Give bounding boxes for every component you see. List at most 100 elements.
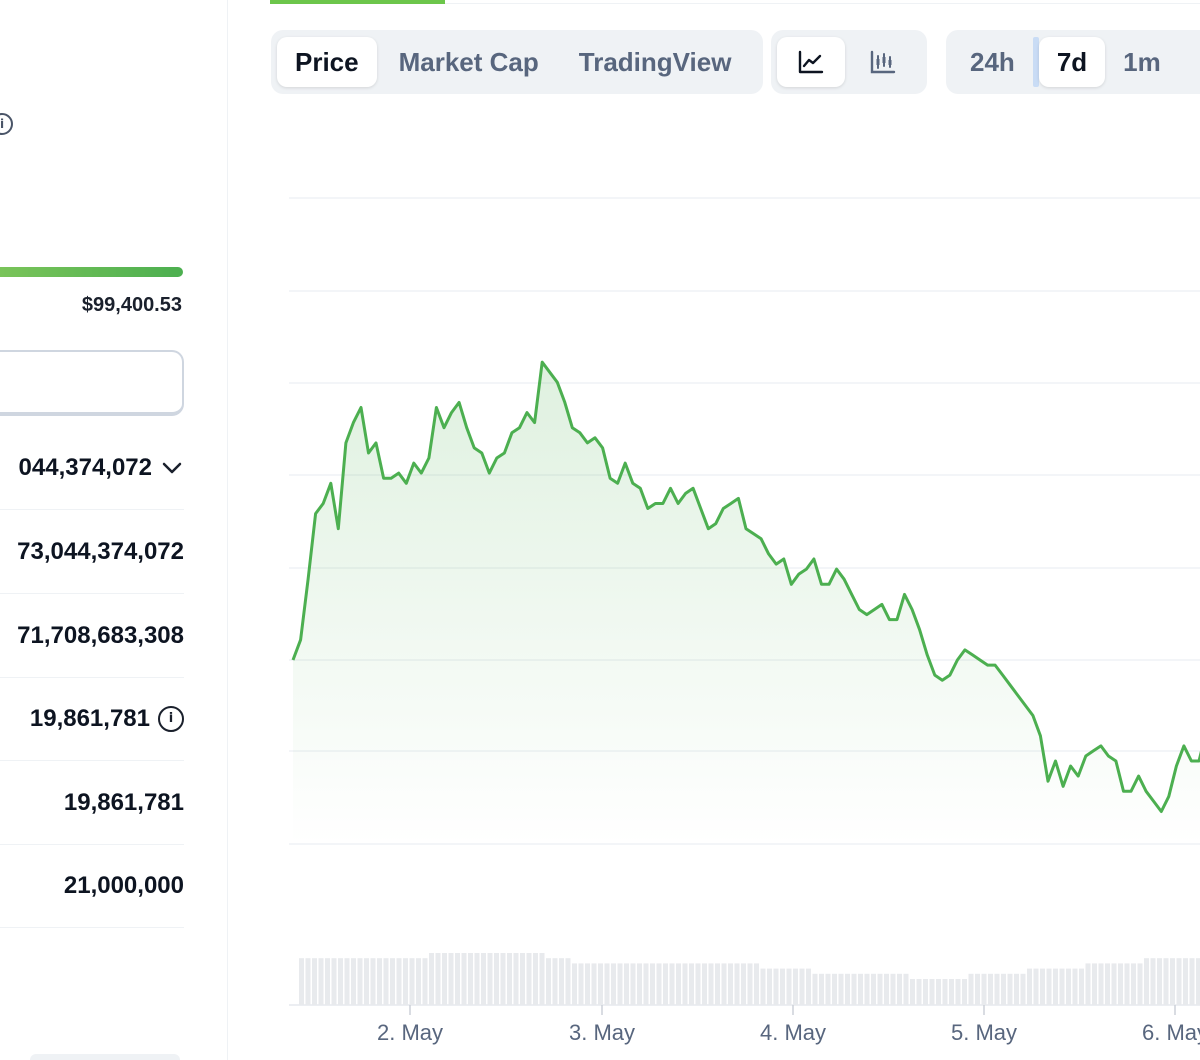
volume-bar: [351, 958, 356, 1005]
range-7d[interactable]: 7d: [1038, 37, 1106, 87]
volume-bar: [676, 963, 681, 1005]
volume-bar: [1085, 963, 1091, 1005]
chart-view-toggle: [771, 30, 927, 94]
converter-input[interactable]: [0, 350, 184, 416]
volume-bar: [325, 958, 330, 1005]
volume-bar: [669, 963, 675, 1005]
volume-bar: [299, 958, 304, 1005]
volume-bar: [409, 958, 415, 1005]
volume-bar: [825, 973, 831, 1005]
volume-bar: [364, 958, 369, 1005]
volume-bar: [526, 953, 532, 1005]
volume-bar: [637, 963, 642, 1005]
volume-bar: [975, 973, 980, 1005]
x-tick-label: 6. May: [1142, 1020, 1200, 1045]
volume-bar: [819, 973, 824, 1005]
volume-bar: [962, 979, 967, 1005]
volume-bar: [318, 958, 324, 1005]
volume-bar: [494, 953, 499, 1005]
volume-bar: [572, 963, 577, 1005]
volume-bar: [754, 963, 759, 1005]
volume-bar: [455, 953, 460, 1005]
stat-row: 21,000,000: [0, 844, 184, 928]
stat-value: 044,374,072: [18, 453, 152, 481]
volume-bar: [955, 979, 961, 1005]
volume-bar: [1046, 968, 1052, 1005]
volume-bar: [760, 968, 766, 1005]
volume-bar: [429, 953, 434, 1005]
volume-bar: [1014, 973, 1019, 1005]
line-chart-button[interactable]: [777, 37, 845, 87]
volume-bar: [611, 963, 616, 1005]
info-icon[interactable]: i: [0, 113, 13, 135]
volume-bar: [695, 963, 701, 1005]
volume-bar: [936, 979, 941, 1005]
volume-bar: [448, 953, 454, 1005]
volume-bar: [780, 968, 785, 1005]
volume-bar: [1092, 963, 1097, 1005]
price-line: [291, 360, 1200, 813]
volume-bar: [903, 973, 909, 1005]
volume-bar: [624, 963, 629, 1005]
volume-bar: [416, 958, 421, 1005]
candlestick-chart-icon: [869, 49, 897, 75]
volume-bar: [793, 968, 798, 1005]
tab-market-cap[interactable]: Market Cap: [398, 46, 539, 77]
x-tick-label: 4. May: [760, 1020, 826, 1045]
volume-bar: [559, 958, 564, 1005]
volume-bar: [1072, 968, 1078, 1005]
line-chart-icon: [797, 49, 825, 75]
volume-bar: [897, 973, 902, 1005]
range-1m[interactable]: 1m: [1123, 46, 1161, 77]
chevron-down-icon[interactable]: [160, 456, 184, 480]
bottom-tab[interactable]: [30, 1054, 180, 1060]
candlestick-chart-button[interactable]: [849, 37, 917, 87]
volume-bar: [845, 973, 850, 1005]
volume-bar: [851, 973, 857, 1005]
volume-bar: [383, 958, 389, 1005]
volume-bar: [682, 963, 688, 1005]
stat-value: 73,044,374,072: [17, 537, 184, 565]
volume-bar: [689, 963, 694, 1005]
volume-bar: [630, 963, 636, 1005]
volume-bar: [741, 963, 746, 1005]
volume-bar: [1105, 963, 1110, 1005]
stat-row: 73,044,374,072: [0, 510, 184, 594]
stat-value: 19,861,781: [63, 788, 184, 816]
volume-bar: [507, 953, 512, 1005]
volume-bar: [929, 979, 935, 1005]
stat-row: 71,708,683,308: [0, 594, 184, 678]
info-icon[interactable]: i: [158, 705, 184, 732]
volume-bar: [773, 968, 779, 1005]
volume-bar: [1170, 958, 1175, 1005]
active-tab-indicator: [270, 0, 445, 4]
range-divider: [1032, 37, 1039, 87]
volume-bar: [422, 958, 428, 1005]
range-24h[interactable]: 24h: [970, 46, 1015, 77]
volume-bar: [546, 958, 551, 1005]
volume-bar: [370, 958, 376, 1005]
volume-bar: [942, 979, 948, 1005]
volume-bar: [1157, 958, 1162, 1005]
volume-bar: [539, 953, 545, 1005]
volume-bar: [721, 963, 727, 1005]
stat-row[interactable]: 044,374,072: [0, 426, 184, 510]
volume-bar: [1144, 958, 1149, 1005]
volume-bar: [617, 963, 623, 1005]
stat-row: 19,861,781: [0, 761, 184, 845]
volume-bar: [598, 963, 603, 1005]
volume-bar: [1001, 973, 1006, 1005]
volume-bar: [786, 968, 792, 1005]
tab-price[interactable]: Price: [277, 37, 377, 87]
volume-bar: [552, 958, 558, 1005]
tab-tradingview[interactable]: TradingView: [578, 46, 732, 77]
volume-bar: [357, 958, 363, 1005]
volume-bar: [487, 953, 493, 1005]
volume-bar: [806, 968, 811, 1005]
price-chart[interactable]: 2. May 3. May 4. May 5. May 6. May: [289, 160, 1200, 1060]
volume-bar: [812, 973, 818, 1005]
x-tick-label: 2. May: [377, 1020, 443, 1045]
volume-bar: [474, 953, 480, 1005]
volume-bar: [1111, 963, 1117, 1005]
x-tick-label: 3. May: [569, 1020, 635, 1045]
